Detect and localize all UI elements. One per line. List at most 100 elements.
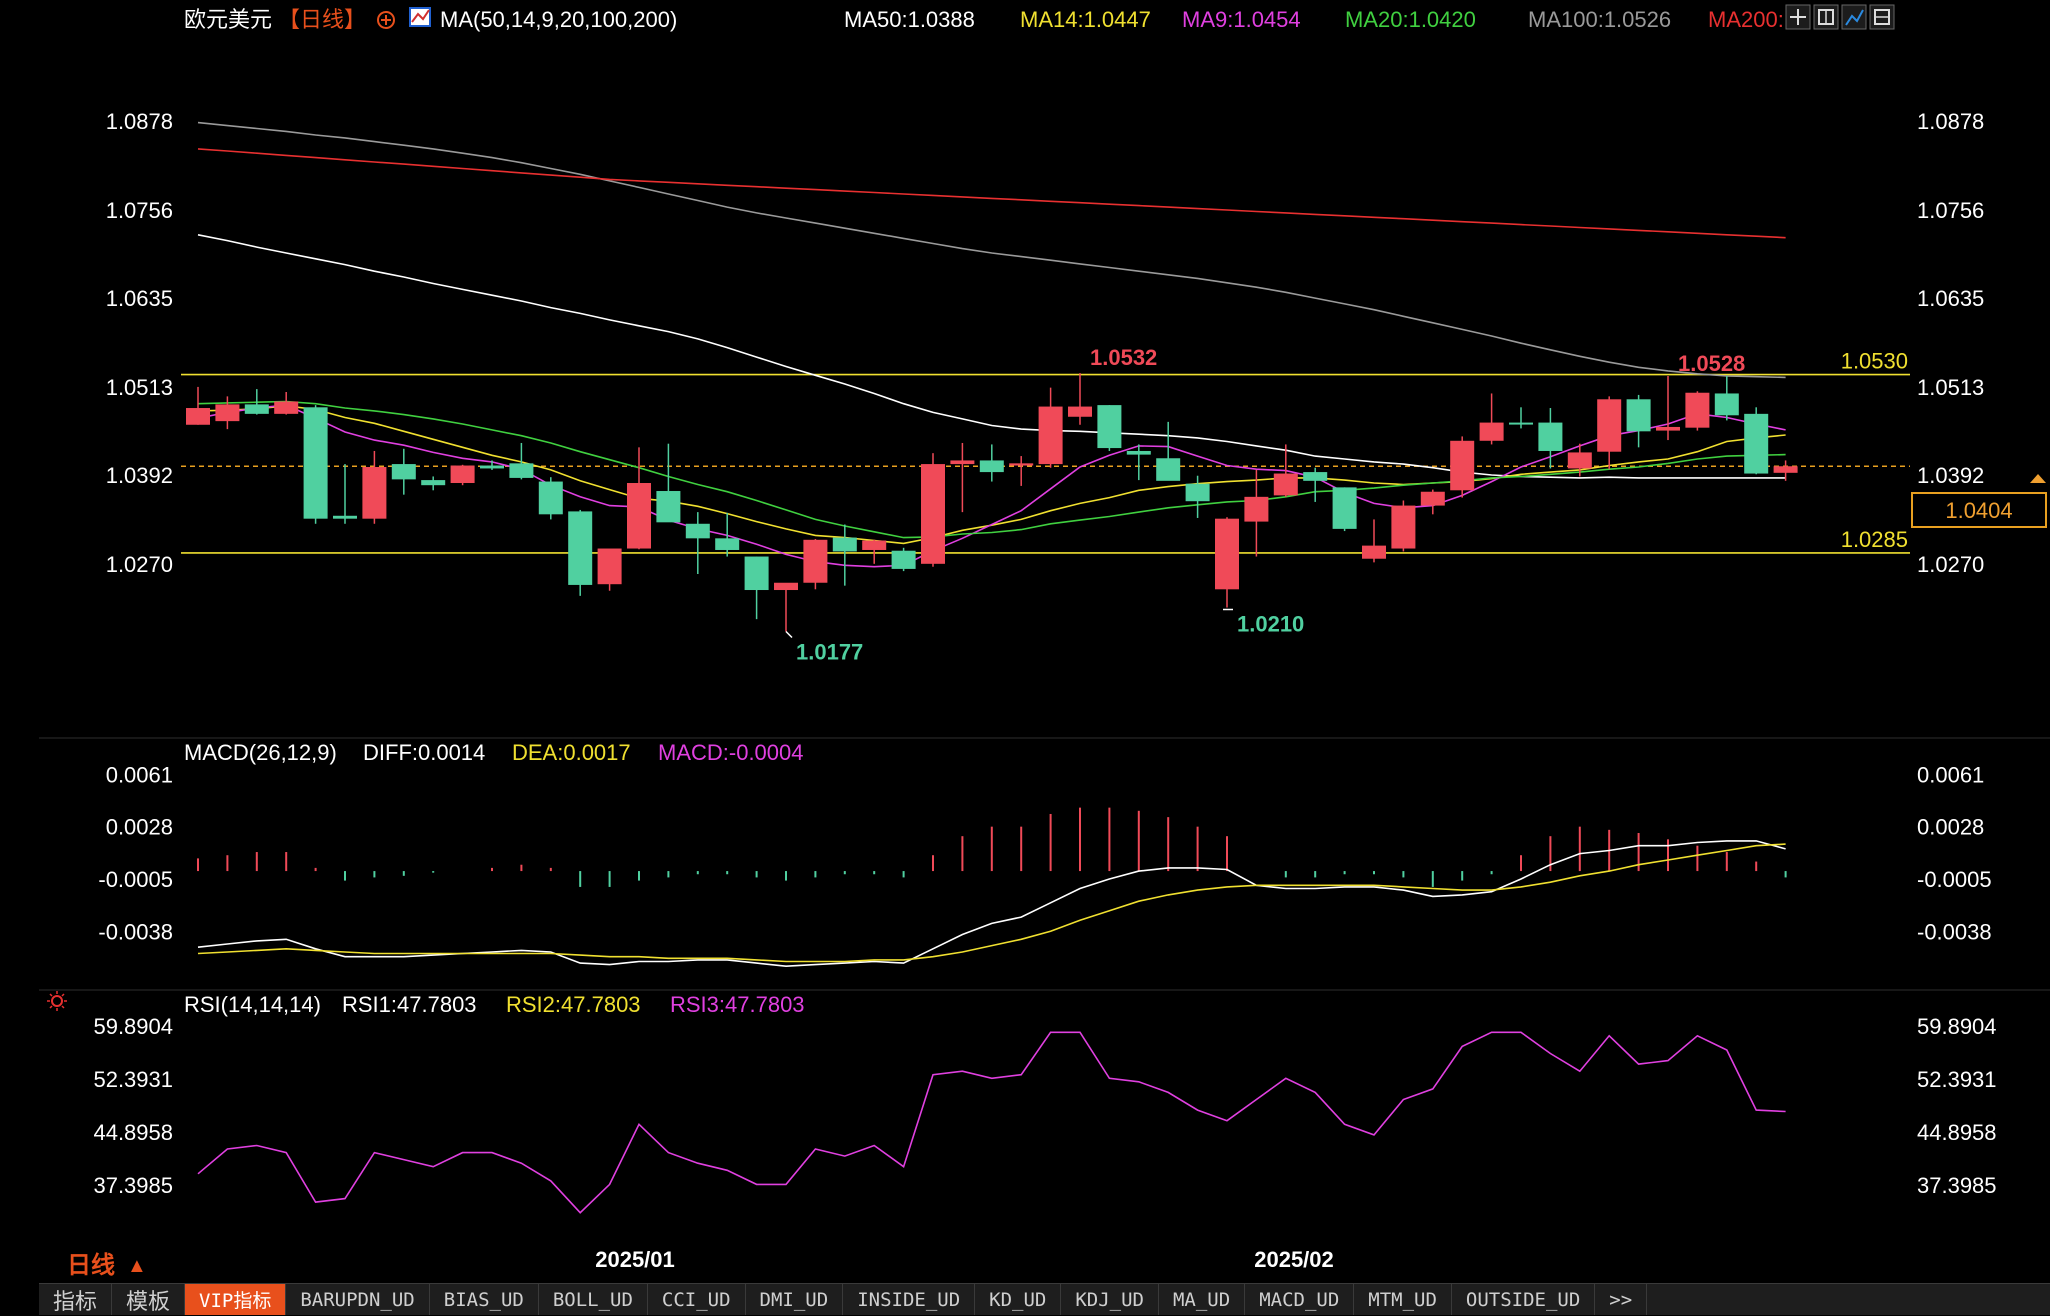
candle-body [186, 408, 210, 425]
ma-line-ma100 [197, 121, 1786, 379]
price-tick-label: 1.0635 [1917, 286, 1984, 311]
candle-body [1273, 473, 1298, 496]
candle-body [450, 465, 475, 484]
rsi-tick-label: 37.3985 [93, 1173, 173, 1198]
indicator-tab[interactable]: KD_UD [975, 1284, 1062, 1315]
candle-body [1332, 487, 1357, 529]
candle-body [1362, 545, 1386, 559]
sun-icon[interactable] [47, 991, 67, 1011]
indicator-tab[interactable]: MACD_UD [1245, 1284, 1355, 1315]
candle-body [1156, 458, 1181, 481]
low-label: 1.0210 [1237, 611, 1304, 636]
candle-body [1068, 406, 1092, 417]
high-label: 1.0532 [1090, 345, 1157, 370]
candle-body [1685, 392, 1710, 428]
indicator-tab[interactable]: BARUPDN_UD [286, 1284, 430, 1315]
circle-plus-icon[interactable] [377, 11, 395, 29]
candle-body [979, 460, 1004, 473]
rsi-axis-left: 59.8904 52.3931 44.8958 37.3985 [93, 1014, 173, 1198]
indicator-tab[interactable]: BIAS_UD [430, 1284, 539, 1315]
indicator-tab[interactable]: VIP指标 [185, 1284, 287, 1315]
candle-body [1714, 393, 1739, 416]
price-tick-label: 1.0392 [106, 463, 173, 488]
price-tick-label: 1.0756 [1917, 198, 1984, 223]
macd-value: MACD:-0.0004 [658, 740, 804, 765]
period-label: 【日线】 [278, 7, 366, 32]
crosshair-icon[interactable] [1785, 4, 1811, 30]
rsi2-value: RSI2:47.7803 [506, 992, 641, 1017]
rsi-tick-label: 52.3931 [93, 1067, 173, 1092]
rsi-tick-label: 59.8904 [1917, 1014, 1997, 1039]
ma-legend-item: MA50:1.0388 [844, 7, 975, 32]
candle-body [509, 463, 534, 478]
candle-body [274, 401, 299, 414]
indicator-icon[interactable] [409, 7, 431, 27]
current-price-value: 1.0404 [1945, 498, 2012, 523]
indicator-tab[interactable]: INSIDE_UD [843, 1284, 976, 1315]
macd-dea-line [197, 843, 1786, 963]
macd-tick-label: -0.0038 [98, 919, 173, 944]
indicator-tab[interactable]: MA_UD [1159, 1284, 1246, 1315]
current-price-tag: 1.0404 [1911, 474, 2047, 528]
time-label-feb: 2025/02 [1254, 1247, 1334, 1272]
candle-body [1097, 405, 1122, 449]
price-tick-label: 1.0756 [106, 198, 173, 223]
ma-legend-item: MA9:1.0454 [1182, 7, 1301, 32]
chart-type-icon[interactable] [1841, 4, 1867, 30]
indicator-tab[interactable]: 指标 [39, 1284, 113, 1315]
candle-body [333, 515, 357, 519]
rsi1-value: RSI1:47.7803 [342, 992, 477, 1017]
period-selector-label: 日线 [67, 1252, 115, 1279]
candle-body [1597, 399, 1622, 452]
time-label-jan: 2025/01 [595, 1247, 675, 1272]
indicator-tab[interactable]: DMI_UD [746, 1284, 844, 1315]
price-annotations: 1.0532 1.0528 1.0177 1.0210 [785, 345, 1745, 665]
rsi-title: RSI(14,14,14) [184, 992, 321, 1017]
high-label: 1.0528 [1678, 351, 1745, 376]
indicator-tab[interactable]: 模板 [112, 1284, 186, 1315]
price-tick-label: 1.0878 [106, 109, 173, 134]
candle-body [921, 464, 945, 564]
candle-body [1450, 440, 1475, 491]
candle-body [1773, 466, 1798, 473]
rsi-tick-label: 59.8904 [93, 1014, 173, 1039]
more-tabs-button[interactable]: >> [1595, 1284, 1648, 1315]
indicator-tab[interactable]: BOLL_UD [539, 1284, 648, 1315]
moving-average-lines [197, 121, 1786, 568]
grid-icon[interactable] [1813, 4, 1839, 30]
indicator-tab[interactable]: OUTSIDE_UD [1452, 1284, 1596, 1315]
candle-body [1009, 463, 1034, 466]
price-tick-label: 1.0513 [1917, 375, 1984, 400]
candle-body [303, 407, 328, 519]
candle-body [391, 464, 416, 480]
candle-body [1303, 472, 1328, 481]
rsi-plot [197, 1031, 1786, 1214]
toolbar-icons [1785, 4, 1895, 30]
settings-icon[interactable] [1869, 4, 1895, 30]
macd-tick-label: 0.0028 [1917, 815, 1984, 840]
indicator-tab[interactable]: KDJ_UD [1061, 1284, 1159, 1315]
rsi-tick-label: 44.8958 [93, 1120, 173, 1145]
macd-axis-right: 0.0061 0.0028 -0.0005 -0.0038 [1917, 762, 1992, 944]
candle-body [1215, 518, 1239, 590]
rsi-tick-label: 44.8958 [1917, 1120, 1997, 1145]
macd-tick-label: 0.0061 [1917, 762, 1984, 787]
period-selector[interactable]: 日线 ▲ [67, 1252, 147, 1279]
price-axis-left: 1.0878 1.0756 1.0635 1.0513 1.0392 1.0270 [106, 109, 173, 577]
indicator-tab[interactable]: MTM_UD [1354, 1284, 1452, 1315]
macd-tick-label: 0.0061 [106, 762, 173, 787]
macd-title: MACD(26,12,9) [184, 740, 337, 765]
macd-tick-label: 0.0028 [106, 815, 173, 840]
macd-tick-label: -0.0005 [98, 867, 173, 892]
indicator-tab[interactable]: CCI_UD [648, 1284, 746, 1315]
candle-body [744, 556, 769, 591]
chart-canvas[interactable]: 欧元美元 【日线】 MA(50,14,9,20,100,200) MA50:1.… [0, 0, 2050, 1283]
candlestick-series [186, 373, 1798, 632]
candle-body [1567, 452, 1592, 469]
candle-body [1420, 491, 1445, 506]
rsi-tick-label: 37.3985 [1917, 1173, 1997, 1198]
candle-body [862, 540, 887, 550]
candle-body [950, 460, 975, 465]
macd-tick-label: -0.0038 [1917, 919, 1992, 944]
candle-body [832, 537, 857, 552]
